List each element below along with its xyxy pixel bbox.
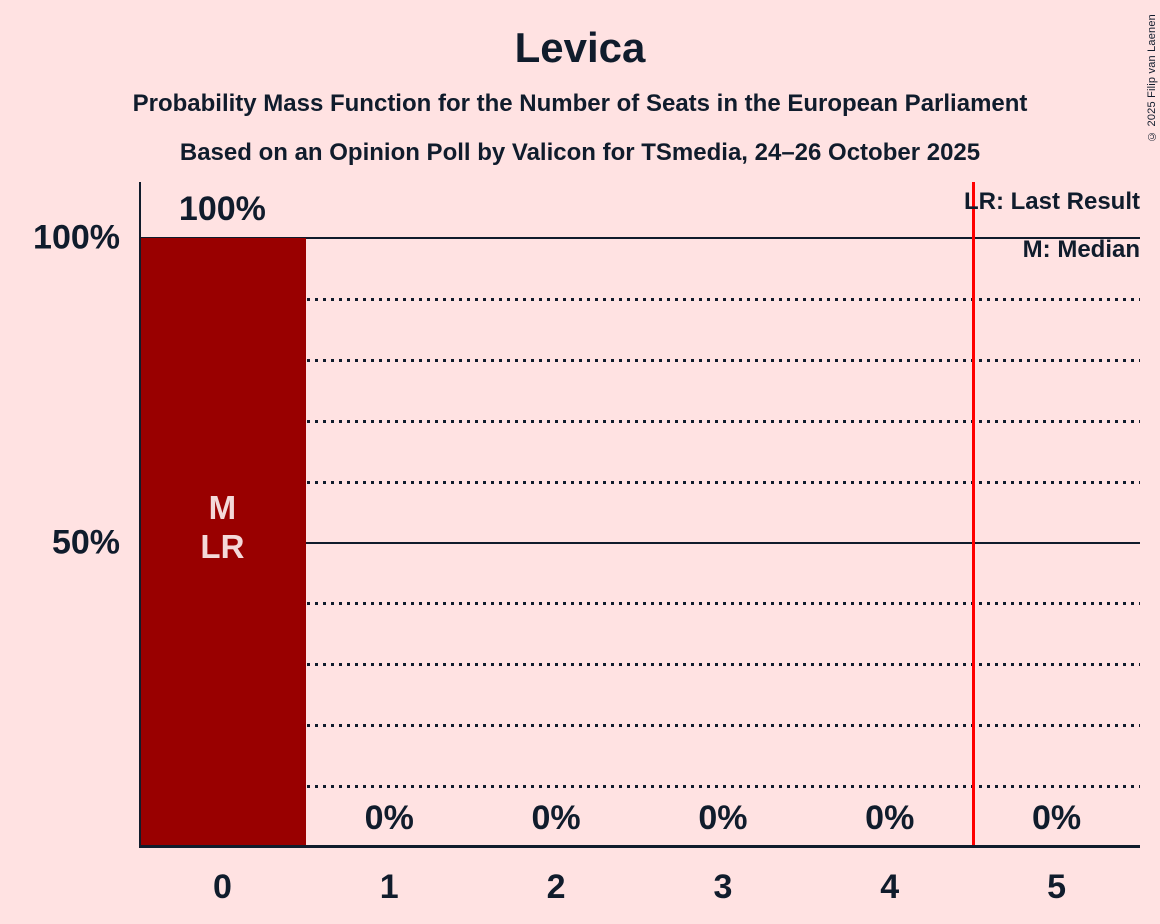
x-tick-label-0: 0 xyxy=(212,868,232,906)
gridline-100pct xyxy=(139,237,1140,239)
chart-poll-source: Based on an Opinion Poll by Valicon for … xyxy=(179,139,981,166)
bar-value-label-5: 0% xyxy=(1032,799,1082,837)
bar-seats-0 xyxy=(141,238,306,847)
y-tick-label-50: 50% xyxy=(51,523,120,561)
x-tick-label-5: 5 xyxy=(1047,868,1067,906)
x-tick-label-3: 3 xyxy=(713,868,733,906)
x-axis xyxy=(139,845,1140,848)
x-tick-label-4: 4 xyxy=(880,868,900,906)
gridline-40pct xyxy=(139,602,1140,606)
gridline-50pct xyxy=(139,541,1140,544)
x-tick-label-2: 2 xyxy=(546,868,566,906)
bar-value-label-4: 0% xyxy=(865,799,915,837)
gridline-90pct xyxy=(139,297,1140,301)
legend-last-result: LR: Last Result xyxy=(963,188,1140,215)
chart-subtitle: Probability Mass Function for the Number… xyxy=(132,90,1028,117)
copyright-notice: © 2025 Filip van Laenen xyxy=(1146,14,1158,142)
chart-title: Levica xyxy=(514,24,646,71)
bar-value-label-0: 100% xyxy=(178,190,266,228)
bar-value-label-1: 0% xyxy=(364,799,414,837)
x-tick-label-1: 1 xyxy=(379,868,399,906)
median-last-result-annotation: M LR xyxy=(200,489,245,565)
legend-median: M: Median xyxy=(1022,236,1140,263)
gridline-70pct xyxy=(139,419,1140,423)
gridline-80pct xyxy=(139,358,1140,362)
gridline-20pct xyxy=(139,724,1140,728)
y-tick-label-100: 100% xyxy=(33,218,120,257)
y-axis xyxy=(139,182,141,847)
bar-value-label-2: 0% xyxy=(531,799,581,837)
gridline-60pct xyxy=(139,480,1140,484)
gridline-30pct xyxy=(139,663,1140,667)
plot-area xyxy=(139,182,1140,848)
last-result-line xyxy=(972,182,976,847)
gridline-10pct xyxy=(139,785,1140,789)
bar-value-label-3: 0% xyxy=(698,799,748,837)
